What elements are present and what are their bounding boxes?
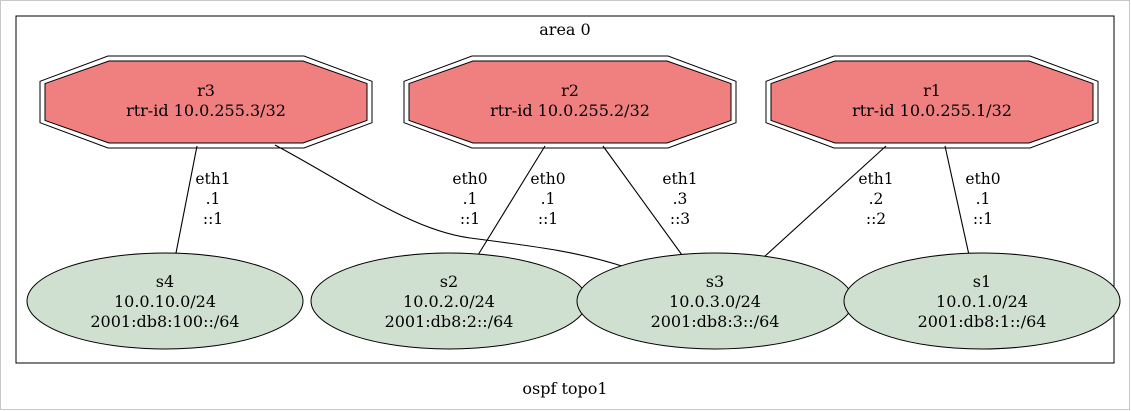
edge-label-line: ::1 (973, 210, 993, 228)
edge-line (477, 145, 546, 256)
edge-label-line: eth0 (452, 170, 487, 188)
switch-label-line: s1 (973, 272, 991, 291)
edge-line (175, 145, 198, 254)
switch-node-s1: s1 10.0.1.0/24 2001:db8:1::/64 (843, 252, 1121, 350)
switch-label-line: 10.0.3.0/24 (669, 292, 761, 311)
cluster-label: area 0 (539, 20, 590, 39)
switch-label-line: 2001:db8:3::/64 (651, 312, 780, 331)
switch-label: s3 10.0.3.0/24 2001:db8:3::/64 (651, 272, 780, 331)
switch-label-line: s3 (706, 272, 724, 291)
router-label-line: r2 (561, 81, 579, 100)
cluster-box (15, 15, 1115, 364)
router-node-r1: r1 rtr-id 10.0.255.1/32 (765, 55, 1099, 149)
router-node-r3: r3 rtr-id 10.0.255.3/32 (39, 55, 373, 149)
edge-label-line: .2 (869, 190, 884, 208)
edge-label-line: eth1 (195, 170, 230, 188)
edge-label-line: .1 (463, 190, 478, 208)
switch-label: s2 10.0.2.0/24 2001:db8:2::/64 (385, 272, 514, 331)
edge-label-line: .1 (976, 190, 991, 208)
router-node-r2: r2 rtr-id 10.0.255.2/32 (403, 55, 737, 149)
edge-r3-s3: eth0.1::1 (274, 144, 629, 269)
router-shape (44, 60, 368, 144)
edge-label: eth0.1::1 (452, 170, 487, 228)
switch-label-line: 10.0.10.0/24 (114, 292, 216, 311)
router-label: r3 rtr-id 10.0.255.3/32 (126, 81, 286, 120)
router-label: r1 rtr-id 10.0.255.1/32 (852, 81, 1012, 120)
edge-label-line: ::1 (203, 210, 223, 228)
router-label-line: rtr-id 10.0.255.3/32 (126, 101, 286, 120)
switch-label-line: 2001:db8:2::/64 (385, 312, 514, 331)
switch-label: s1 10.0.1.0/24 2001:db8:1::/64 (918, 272, 1047, 331)
edge-line (944, 145, 970, 256)
edge-r1-s1: eth0.1::1 (944, 145, 1001, 256)
router-outer-border (39, 55, 373, 149)
switch-label-line: s2 (440, 272, 458, 291)
edge-label-line: .3 (673, 190, 688, 208)
switch-node-s2: s2 10.0.2.0/24 2001:db8:2::/64 (310, 252, 588, 350)
router-label-line: r3 (197, 81, 215, 100)
edge-label-line: eth1 (858, 170, 893, 188)
switch-node-s4: s4 10.0.10.0/24 2001:db8:100::/64 (26, 252, 304, 350)
edge-label: eth1.1::1 (195, 170, 230, 228)
router-outer-border (403, 55, 737, 149)
edge-label-line: eth0 (965, 170, 1000, 188)
edge-label: eth0.1::1 (530, 170, 565, 228)
edge-line (602, 145, 683, 256)
switch-shape (843, 252, 1121, 350)
edge-label-line: eth1 (662, 170, 697, 188)
switch-label-line: 2001:db8:1::/64 (918, 312, 1047, 331)
edge-label-line: eth0 (530, 170, 565, 188)
switch-label-line: s4 (156, 272, 174, 291)
edge-label-line: .1 (541, 190, 556, 208)
edge-r1-s3: eth1.2::2 (763, 145, 894, 258)
router-shape (770, 60, 1094, 144)
edge-label: eth0.1::1 (965, 170, 1000, 228)
edge-label: eth1.2::2 (858, 170, 893, 228)
router-outer-border (765, 55, 1099, 149)
graph-title: ospf topo1 (522, 379, 607, 398)
edge-label-line: ::1 (460, 210, 480, 228)
edge-label-line: ::1 (538, 210, 558, 228)
router-shape (408, 60, 732, 144)
edge-label: eth1.3::3 (662, 170, 697, 228)
router-label: r2 rtr-id 10.0.255.2/32 (490, 81, 650, 120)
edge-label-line: ::3 (670, 210, 690, 228)
switch-label-line: 10.0.2.0/24 (403, 292, 495, 311)
switch-label-line: 2001:db8:100::/64 (90, 312, 239, 331)
switch-label-line: 10.0.1.0/24 (936, 292, 1028, 311)
edges-layer: eth1.1::1eth0.1::1eth0.1::1eth1.3::3eth1… (175, 144, 1001, 269)
edge-line (274, 144, 629, 269)
switch-node-s3: s3 10.0.3.0/24 2001:db8:3::/64 (576, 252, 854, 350)
edge-label-line: ::2 (866, 210, 886, 228)
switch-shape (26, 252, 304, 350)
edge-r2-s3: eth1.3::3 (602, 145, 698, 256)
cluster-area-0: area 0 (15, 15, 1115, 364)
switch-label: s4 10.0.10.0/24 2001:db8:100::/64 (90, 272, 239, 331)
edge-label-line: .1 (206, 190, 221, 208)
edge-line (763, 145, 887, 258)
router-label-line: rtr-id 10.0.255.1/32 (852, 101, 1012, 120)
edge-r3-s4: eth1.1::1 (175, 145, 231, 254)
router-label-line: rtr-id 10.0.255.2/32 (490, 101, 650, 120)
router-label-line: r1 (923, 81, 941, 100)
edge-r2-s2: eth0.1::1 (477, 145, 566, 256)
